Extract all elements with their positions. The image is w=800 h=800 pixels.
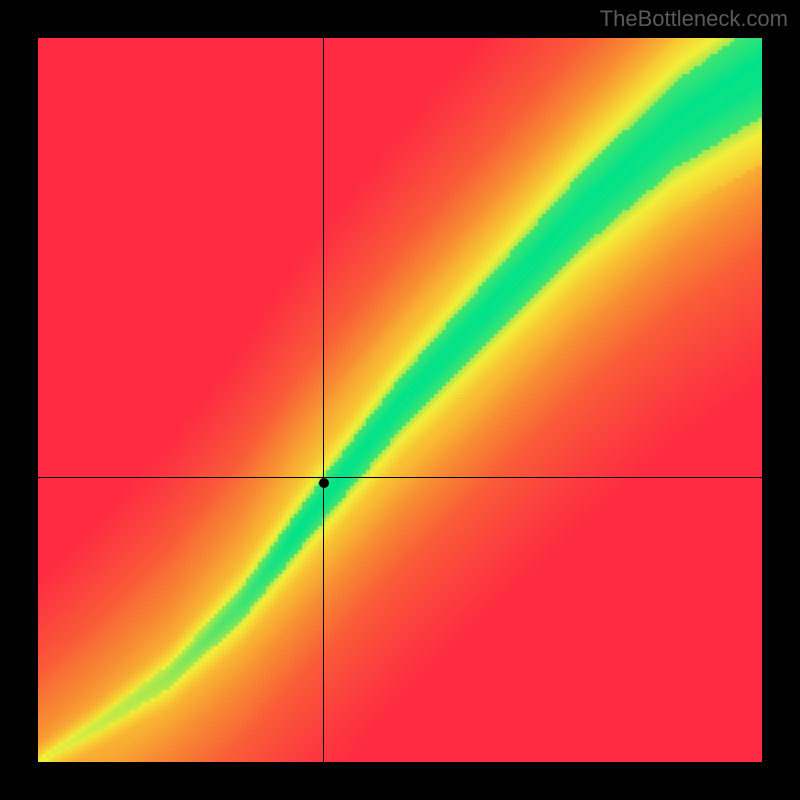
heatmap-canvas	[38, 38, 762, 762]
marker-dot	[319, 478, 329, 488]
crosshair-vertical	[323, 38, 324, 762]
crosshair-horizontal	[38, 477, 762, 478]
watermark-text: TheBottleneck.com	[600, 6, 788, 32]
plot-area	[38, 38, 762, 762]
